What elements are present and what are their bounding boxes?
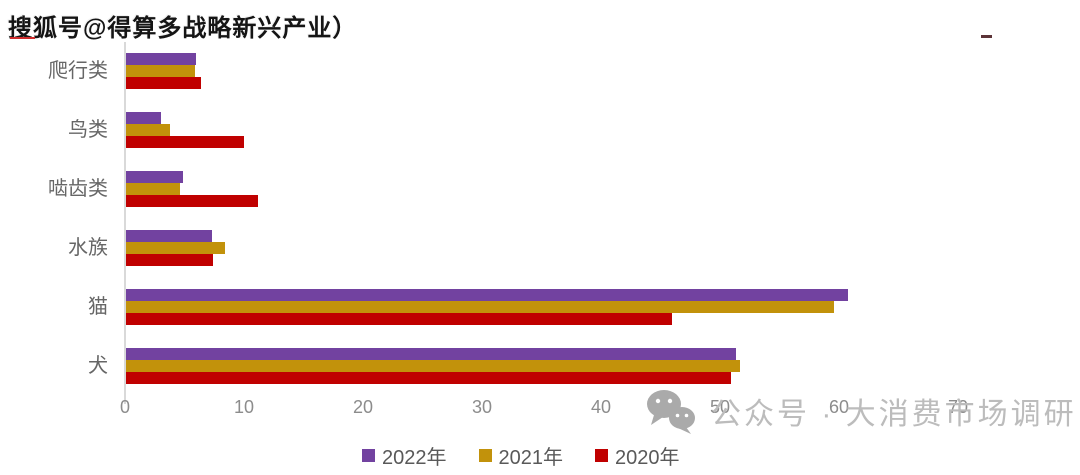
x-tick-label: 0 [119,397,130,417]
sohu-watermark-text: 搜狐号@得算多战略新兴产业） [8,15,358,42]
category-label: 犬 [88,355,108,377]
spellcheck-underline [10,37,35,39]
legend-item-2021年: 2021年 [478,441,564,470]
legend-swatch [595,449,608,462]
bar-2021年-猫 [126,301,834,313]
legend: 2022年 2021年 2020年 [362,441,680,470]
bar-2020年-水族 [126,254,213,266]
x-tick-label: 70 [947,397,969,417]
category-label: 猫 [88,296,108,318]
category-label: 爬行类 [48,60,108,82]
bar-2020年-犬 [126,372,731,384]
bar-2022年-爬行类 [126,53,196,65]
y-axis-line [124,42,126,404]
x-tick-label: 10 [233,397,255,417]
legend-label: 2021年 [498,447,564,469]
bar-2022年-水族 [126,230,212,242]
legend-item-2020年: 2020年 [595,441,680,470]
bar-2022年-鸟类 [126,112,161,124]
corner-dash [981,35,992,38]
category-label: 鸟类 [68,119,108,141]
category-label: 啮齿类 [48,178,108,200]
bar-2021年-啮齿类 [126,183,180,195]
bar-2021年-犬 [126,360,740,372]
bar-2022年-啮齿类 [126,171,183,183]
legend-swatch [362,449,375,462]
x-tick-label: 60 [828,397,850,417]
legend-item-2022年: 2022年 [362,441,447,470]
bar-2021年-水族 [126,242,225,254]
bar-2022年-犬 [126,348,736,360]
bar-2022年-猫 [126,289,848,301]
x-tick-label: 30 [471,397,493,417]
wechat-watermark-text: 公众号 · 大消费市场调研 [711,398,1077,431]
wechat-watermark: 公众号 · 大消费市场调研 [645,388,1077,434]
bar-2021年-爬行类 [126,65,195,77]
bar-2020年-鸟类 [126,136,244,148]
bar-2021年-鸟类 [126,124,170,136]
category-label: 水族 [68,237,108,259]
legend-swatch [478,449,492,462]
x-tick-label: 50 [709,397,731,417]
x-tick-label: 40 [590,397,612,417]
x-tick-label: 20 [352,397,374,417]
legend-label: 2022年 [382,447,447,469]
wechat-icon [647,390,695,434]
bar-2020年-猫 [126,313,672,325]
bar-2020年-啮齿类 [126,195,258,207]
bar-2020年-爬行类 [126,77,201,89]
legend-label: 2020年 [615,447,680,469]
